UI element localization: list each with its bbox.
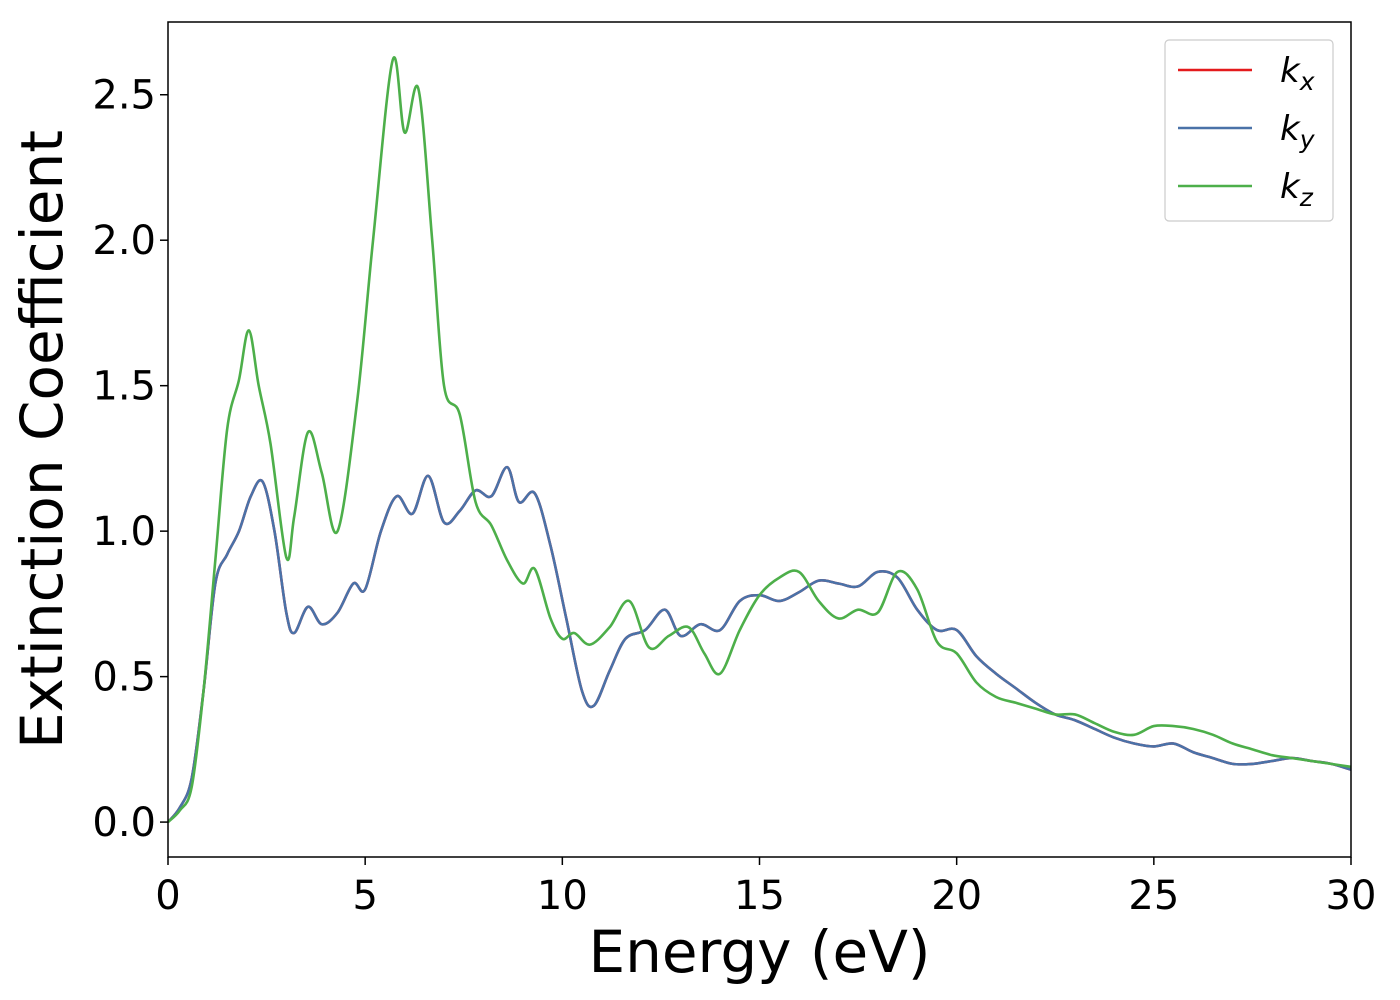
x-tick-label: 0 [155, 873, 180, 919]
y-tick-label: 2.0 [92, 218, 156, 264]
x-tick-label: 25 [1128, 873, 1179, 919]
y-axis: 0.0 0.5 1.0 1.5 2.0 2.5 [92, 73, 168, 846]
y-tick-label: 1.0 [92, 509, 156, 555]
x-axis-title: Energy (eV) [588, 918, 930, 986]
y-tick-label: 0.5 [92, 655, 156, 701]
legend-label-main: k [1280, 51, 1301, 91]
series-line-kz [168, 56, 1351, 824]
series-line-ky [168, 465, 1351, 823]
x-tick-label: 30 [1326, 873, 1377, 919]
x-tick-label: 20 [931, 873, 982, 919]
legend-label-main: k [1280, 167, 1301, 207]
y-axis-title: Extinction Coefficient [8, 130, 76, 749]
legend-label-subscript: y [1299, 125, 1316, 154]
y-tick-label: 2.5 [92, 73, 156, 119]
legend-label-ky: ky [1280, 109, 1316, 154]
legend-label-subscript: z [1299, 183, 1314, 212]
x-tick-label: 5 [352, 873, 377, 919]
y-tick-label: 0.0 [92, 800, 156, 846]
legend-label-kx: kx [1280, 51, 1315, 96]
legend-label-main: k [1280, 109, 1301, 149]
legend-label-kz: kz [1280, 167, 1314, 212]
x-tick-label: 10 [537, 873, 588, 919]
y-tick-label: 1.5 [92, 364, 156, 410]
x-tick-label: 15 [734, 873, 785, 919]
x-axis: 0 5 10 15 20 25 30 [155, 857, 1376, 919]
legend-label-subscript: x [1299, 67, 1315, 96]
legend-box [1164, 39, 1334, 222]
series-layer [168, 56, 1351, 824]
